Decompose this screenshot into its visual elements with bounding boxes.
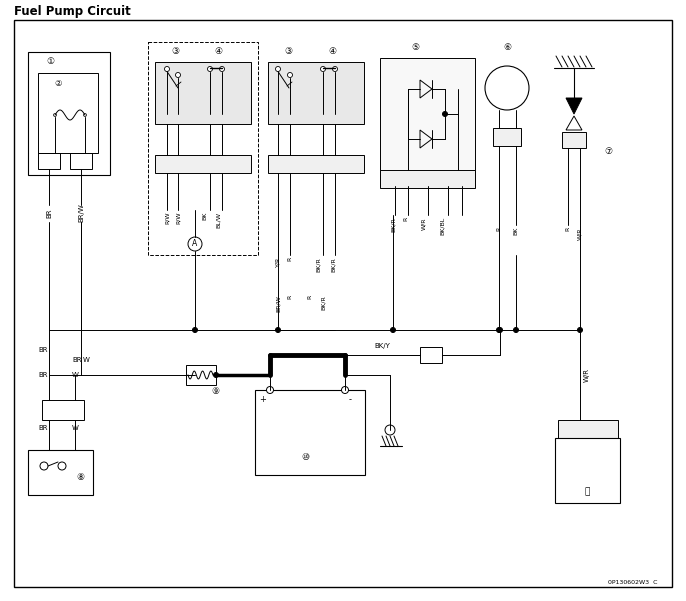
Text: ⑤: ⑤ xyxy=(411,43,419,52)
Text: Fuel Pump Circuit: Fuel Pump Circuit xyxy=(14,4,131,17)
Bar xyxy=(268,62,364,124)
Circle shape xyxy=(276,328,281,332)
Text: BR/W: BR/W xyxy=(276,295,281,312)
Circle shape xyxy=(40,462,48,470)
Text: ④: ④ xyxy=(214,47,222,56)
Text: Y/R: Y/R xyxy=(276,257,281,267)
Text: ⑨: ⑨ xyxy=(211,388,219,397)
Text: BK/Y: BK/Y xyxy=(374,343,390,349)
Text: ②: ② xyxy=(54,79,62,88)
Circle shape xyxy=(497,328,501,332)
Text: BR: BR xyxy=(38,425,48,431)
Circle shape xyxy=(442,112,447,117)
Bar xyxy=(28,52,110,175)
Bar xyxy=(38,153,60,169)
Text: W/R: W/R xyxy=(421,217,427,230)
Bar xyxy=(555,438,620,503)
Circle shape xyxy=(84,114,86,117)
Circle shape xyxy=(390,328,396,332)
Circle shape xyxy=(276,67,281,72)
Text: W: W xyxy=(71,372,78,378)
Text: ③: ③ xyxy=(284,47,292,56)
Text: BL/W: BL/W xyxy=(215,212,220,228)
Text: W/R: W/R xyxy=(578,227,582,240)
Bar xyxy=(148,42,258,255)
Text: ⑦: ⑦ xyxy=(604,147,612,156)
Text: BK: BK xyxy=(514,227,519,236)
Text: BR: BR xyxy=(72,357,82,363)
Text: BR/W: BR/W xyxy=(78,204,84,222)
Text: +: + xyxy=(259,395,266,404)
Circle shape xyxy=(266,386,274,394)
Circle shape xyxy=(188,237,202,251)
Bar xyxy=(268,155,364,173)
Bar xyxy=(38,73,98,153)
Bar xyxy=(562,132,586,148)
Text: R: R xyxy=(403,217,408,221)
Text: BR: BR xyxy=(38,347,48,353)
Bar xyxy=(380,58,475,186)
Text: ⑧: ⑧ xyxy=(76,474,84,483)
Text: ⑥: ⑥ xyxy=(503,43,511,52)
Bar xyxy=(380,170,475,188)
Circle shape xyxy=(342,386,348,394)
Text: BR: BR xyxy=(46,209,52,218)
Text: BK/R: BK/R xyxy=(316,257,320,272)
Circle shape xyxy=(514,328,519,332)
Text: ④: ④ xyxy=(328,47,336,56)
Bar xyxy=(420,347,442,363)
Bar xyxy=(186,365,216,385)
Circle shape xyxy=(193,328,198,332)
Circle shape xyxy=(58,462,66,470)
Text: W: W xyxy=(83,357,90,363)
Circle shape xyxy=(165,67,169,72)
Text: W/R: W/R xyxy=(584,368,590,382)
Text: BK/R: BK/R xyxy=(320,295,325,310)
Text: A: A xyxy=(192,240,198,248)
Bar xyxy=(155,62,251,124)
Text: BK: BK xyxy=(202,212,207,221)
Circle shape xyxy=(207,67,213,72)
Bar xyxy=(255,390,365,475)
Text: R: R xyxy=(287,295,292,299)
Text: R/W: R/W xyxy=(176,212,180,225)
Text: R: R xyxy=(497,227,501,231)
Polygon shape xyxy=(566,98,582,114)
Text: ⑩: ⑩ xyxy=(301,454,309,463)
Bar xyxy=(28,450,93,495)
Circle shape xyxy=(213,373,219,377)
Text: W: W xyxy=(71,425,78,431)
Text: BK/R: BK/R xyxy=(390,217,396,232)
Circle shape xyxy=(176,73,180,78)
Text: -: - xyxy=(348,395,351,404)
Text: R: R xyxy=(307,295,313,299)
Circle shape xyxy=(497,328,503,332)
Bar xyxy=(493,128,521,146)
Bar xyxy=(42,400,84,420)
Circle shape xyxy=(333,67,338,72)
Text: R: R xyxy=(565,227,571,231)
Text: ①: ① xyxy=(46,58,54,67)
Circle shape xyxy=(320,67,325,72)
Circle shape xyxy=(287,73,292,78)
Bar xyxy=(558,420,618,438)
Text: BK/BL: BK/BL xyxy=(440,217,445,235)
Circle shape xyxy=(220,67,224,72)
Circle shape xyxy=(578,328,582,332)
Circle shape xyxy=(385,425,395,435)
Text: 0P130602W3  C: 0P130602W3 C xyxy=(608,581,658,585)
Text: R/W: R/W xyxy=(165,212,169,225)
Text: ⑪: ⑪ xyxy=(584,487,590,496)
Bar xyxy=(70,153,92,169)
Bar xyxy=(155,155,251,173)
Text: R: R xyxy=(287,257,292,261)
Circle shape xyxy=(54,114,56,117)
Text: ③: ③ xyxy=(171,47,179,56)
Text: BR: BR xyxy=(38,372,48,378)
Text: BK/R: BK/R xyxy=(331,257,335,272)
